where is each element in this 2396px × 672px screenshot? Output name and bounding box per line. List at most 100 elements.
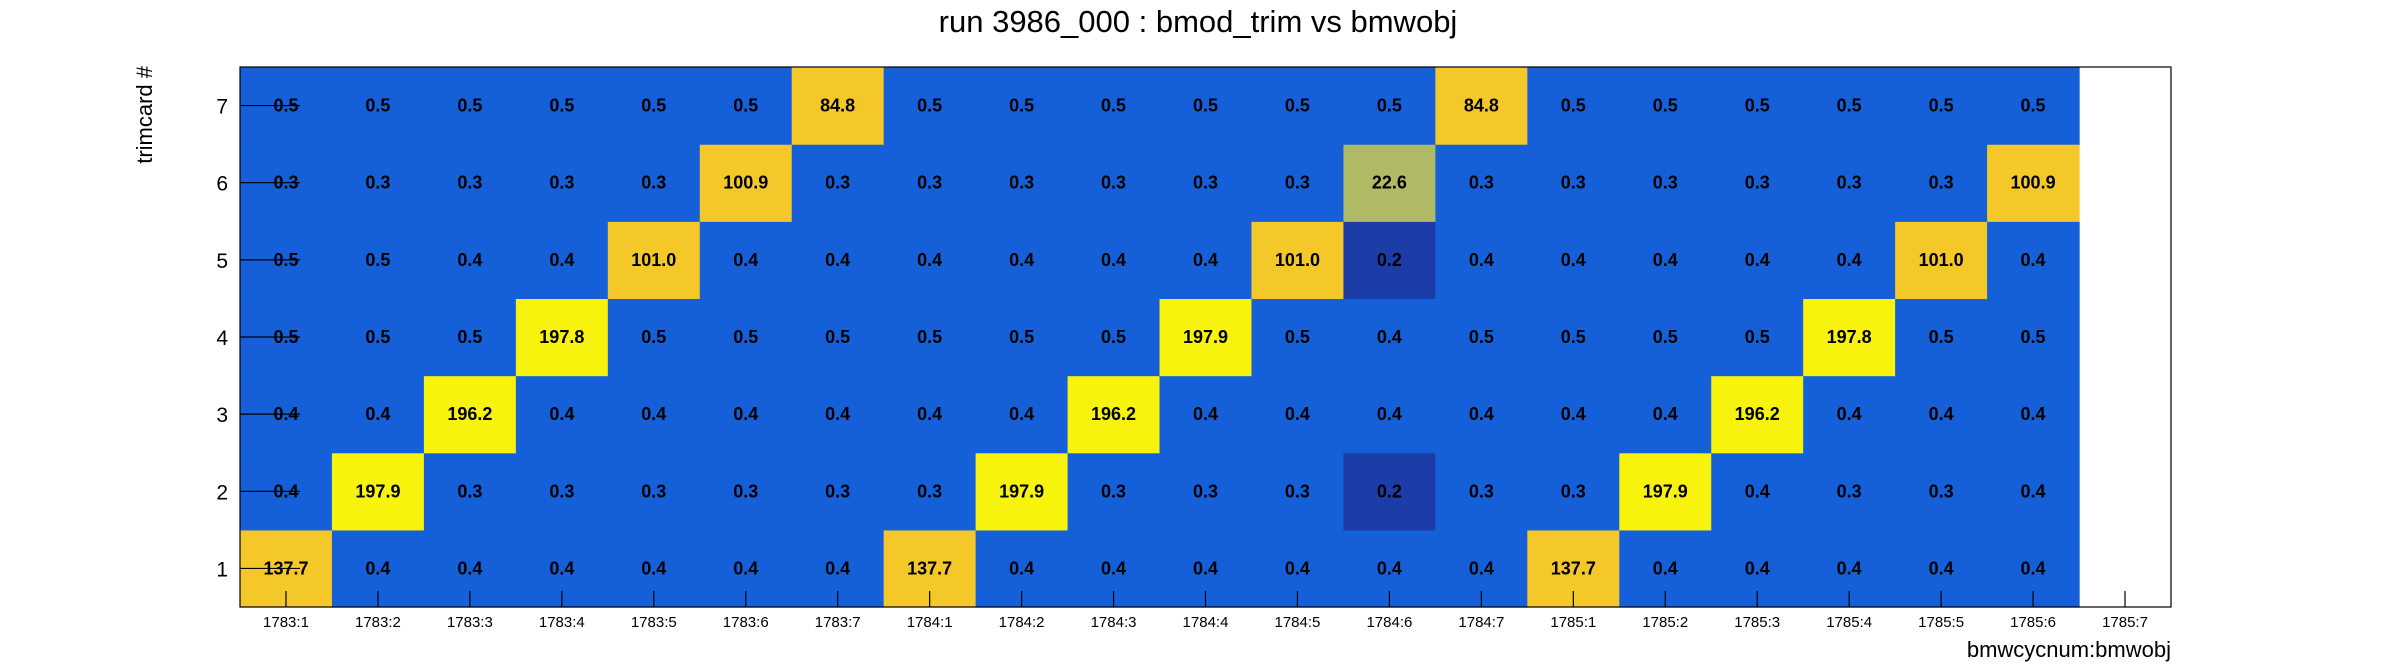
- cell-value-label: 197.9: [355, 481, 400, 501]
- cell-value-label: 196.2: [1735, 404, 1780, 424]
- heatmap-cell: [515, 298, 609, 377]
- cell-value-label: 0.5: [1101, 96, 1126, 116]
- cell-value-label: 0.4: [825, 558, 850, 578]
- y-tick-label: 1: [216, 558, 228, 581]
- cell-value-label: 197.8: [539, 327, 584, 347]
- cell-value-label: 0.5: [1009, 96, 1034, 116]
- cell-value-label: 0.5: [733, 327, 758, 347]
- cell-value-label: 0.4: [1009, 250, 1034, 270]
- cell-value-label: 0.4: [1837, 250, 1862, 270]
- cell-value-label: 0.5: [457, 327, 482, 347]
- heatmap-cell: [1067, 144, 1161, 222]
- cell-value-label: 0.4: [2021, 250, 2046, 270]
- heatmap-cell: [975, 144, 1069, 222]
- cell-value-label: 0.3: [917, 173, 942, 193]
- heatmap-cell: [883, 375, 977, 454]
- heatmap-cell: [1159, 298, 1253, 377]
- y-axis-ticks: 1 2 3 4 5 6 7: [216, 96, 300, 581]
- cell-value-label: 0.5: [1101, 327, 1126, 347]
- heatmap-cell: [515, 375, 609, 454]
- cell-value-label: 0.4: [1377, 327, 1402, 347]
- x-tick-label: 1784:1: [907, 614, 953, 631]
- heatmap-cell: [1527, 452, 1620, 531]
- heatmap-cell: [1803, 375, 1896, 454]
- heatmap-cell: [1895, 452, 1988, 531]
- x-tick-label: 1785:6: [2010, 614, 2056, 631]
- cell-value-label: 0.4: [1285, 404, 1310, 424]
- cell-value-label: 0.4: [825, 250, 850, 270]
- heatmap-cell: [1711, 144, 1804, 222]
- x-tick-label: 1783:5: [631, 614, 677, 631]
- cell-value-label: 0.3: [1561, 173, 1586, 193]
- cell-value-label: 0.5: [641, 327, 666, 347]
- x-tick-label: 1785:2: [1642, 614, 1688, 631]
- cell-value-label: 0.4: [1193, 558, 1218, 578]
- heatmap-cell: [607, 452, 701, 531]
- cell-value-label: 0.4: [1837, 558, 1862, 578]
- heatmap-cell: [515, 67, 609, 145]
- heatmap-cell: [1435, 375, 1528, 454]
- heatmap-cell: [423, 221, 517, 300]
- heatmap-cell: [1987, 221, 2080, 300]
- heatmap-cell: [1895, 144, 1988, 222]
- x-tick-label: 1784:7: [1458, 614, 1504, 631]
- x-tick-label: 1784:2: [999, 614, 1045, 631]
- heatmap-cell: [1159, 221, 1253, 300]
- cell-value-label: 0.4: [365, 404, 390, 424]
- cell-value-label: 0.5: [1285, 96, 1310, 116]
- cell-value-label: 0.3: [549, 173, 574, 193]
- heatmap-cell: [1803, 144, 1896, 222]
- cell-value-label: 0.4: [1469, 404, 1494, 424]
- heatmap-cell: [1343, 298, 1436, 377]
- heatmap-cell: [1619, 144, 1712, 222]
- cell-value-label: 0.4: [1285, 558, 1310, 578]
- x-axis-label: bmwcycnum:bmwobj: [1967, 637, 2171, 662]
- cell-value-label: 0.4: [2021, 558, 2046, 578]
- heatmap-cell: [1251, 375, 1345, 454]
- heatmap-cells: [240, 67, 2080, 608]
- cell-value-label: 0.3: [1469, 481, 1494, 501]
- cell-value-label: 0.3: [1009, 173, 1034, 193]
- heatmap-cell: [331, 375, 425, 454]
- cell-value-label: 0.5: [1469, 327, 1494, 347]
- cell-value-label: 0.5: [825, 327, 850, 347]
- heatmap-cell: [423, 67, 517, 145]
- y-tick-label: 5: [216, 250, 228, 273]
- cell-value-label: 0.5: [1653, 96, 1678, 116]
- cell-value-label: 0.3: [825, 481, 850, 501]
- cell-value-label: 0.4: [1101, 250, 1126, 270]
- cell-value-label: 0.5: [1285, 327, 1310, 347]
- heatmap-cell: [1343, 221, 1436, 300]
- heatmap-cell: [699, 144, 793, 222]
- x-tick-label: 1785:3: [1734, 614, 1780, 631]
- cell-value-label: 0.3: [1837, 173, 1862, 193]
- heatmap-cell: [1435, 144, 1528, 222]
- heatmap-cell: [1435, 298, 1528, 377]
- cell-value-label: 0.4: [641, 558, 666, 578]
- cell-value-label: 0.5: [365, 96, 390, 116]
- cell-value-label: 0.5: [549, 96, 574, 116]
- y-tick-label: 7: [216, 96, 228, 119]
- heatmap-cell: [699, 452, 793, 531]
- heatmap-cell: [883, 221, 977, 300]
- x-tick-label: 1784:5: [1275, 614, 1321, 631]
- cell-value-label: 0.3: [733, 481, 758, 501]
- heatmap-cell: [1343, 375, 1436, 454]
- cell-value-label: 0.5: [917, 327, 942, 347]
- cell-value-label: 0.2: [1377, 250, 1402, 270]
- heatmap-cell: [1711, 375, 1804, 454]
- cell-value-label: 0.3: [1193, 481, 1218, 501]
- heatmap-cell: [1803, 221, 1896, 300]
- cell-value-label: 0.3: [917, 481, 942, 501]
- heatmap-cell: [1159, 67, 1253, 145]
- cell-value-label: 0.3: [1193, 173, 1218, 193]
- cell-value-label: 0.5: [1561, 327, 1586, 347]
- cell-value-label: 0.4: [549, 250, 574, 270]
- cell-value-label: 84.8: [820, 96, 855, 116]
- cell-value-label: 0.3: [1285, 481, 1310, 501]
- cell-value-label: 0.4: [1193, 404, 1218, 424]
- x-tick-label: 1783:3: [447, 614, 493, 631]
- heatmap-cell: [607, 67, 701, 145]
- cell-value-label: 0.2: [1377, 481, 1402, 501]
- cell-value-label: 197.9: [1643, 481, 1688, 501]
